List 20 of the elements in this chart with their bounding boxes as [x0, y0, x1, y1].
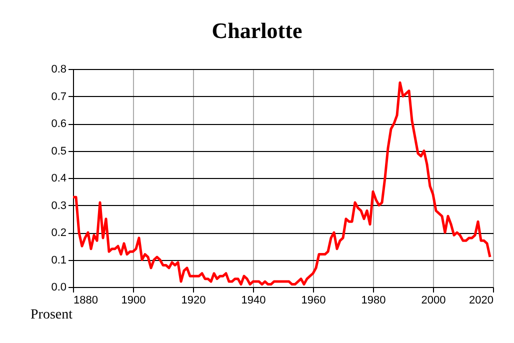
y-tick-label: 0.0 [51, 282, 66, 294]
y-axis-title: Prosent [30, 308, 73, 322]
y-tick-label: 0.6 [51, 118, 66, 130]
x-tick-label: 1960 [301, 294, 326, 306]
x-tick-label: 1980 [361, 294, 386, 306]
y-tick-label: 0.1 [51, 254, 66, 266]
x-tick-label: 2020 [469, 294, 494, 306]
y-tick-label: 0.3 [51, 200, 66, 212]
x-tick-label: 1880 [74, 294, 98, 306]
x-tick-label: 1940 [241, 294, 266, 306]
x-tick-label: 2000 [421, 294, 446, 306]
y-tick-label: 0.8 [51, 64, 66, 76]
y-tick-label: 0.7 [51, 90, 66, 103]
y-tick-label: 0.4 [51, 172, 66, 184]
chart-title: Charlotte [212, 18, 302, 43]
y-tick-label: 0.5 [51, 145, 66, 158]
y-tick-label: 0.2 [51, 227, 66, 239]
line-series [73, 81, 492, 286]
x-tick-label: 1920 [181, 294, 206, 306]
x-tick-label: 1900 [121, 294, 146, 306]
